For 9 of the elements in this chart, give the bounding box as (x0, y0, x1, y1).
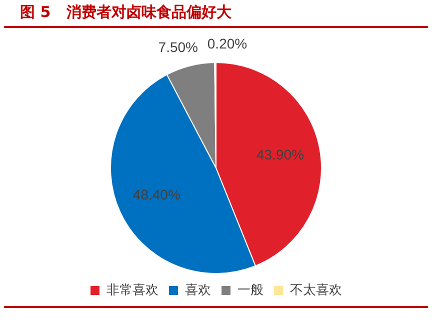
legend-label: 一般 (238, 282, 264, 298)
legend-label: 非常喜欢 (106, 282, 158, 298)
legend-label: 喜欢 (185, 282, 211, 298)
data-label: 48.40% (132, 186, 180, 202)
data-label: 43.90% (256, 146, 304, 162)
legend-label: 不太喜欢 (290, 282, 342, 298)
data-label: 0.20% (207, 35, 248, 52)
chart-title: 图 5 消费者对卤味食品偏好大 (20, 2, 232, 21)
data-label: 7.50% (158, 39, 198, 56)
